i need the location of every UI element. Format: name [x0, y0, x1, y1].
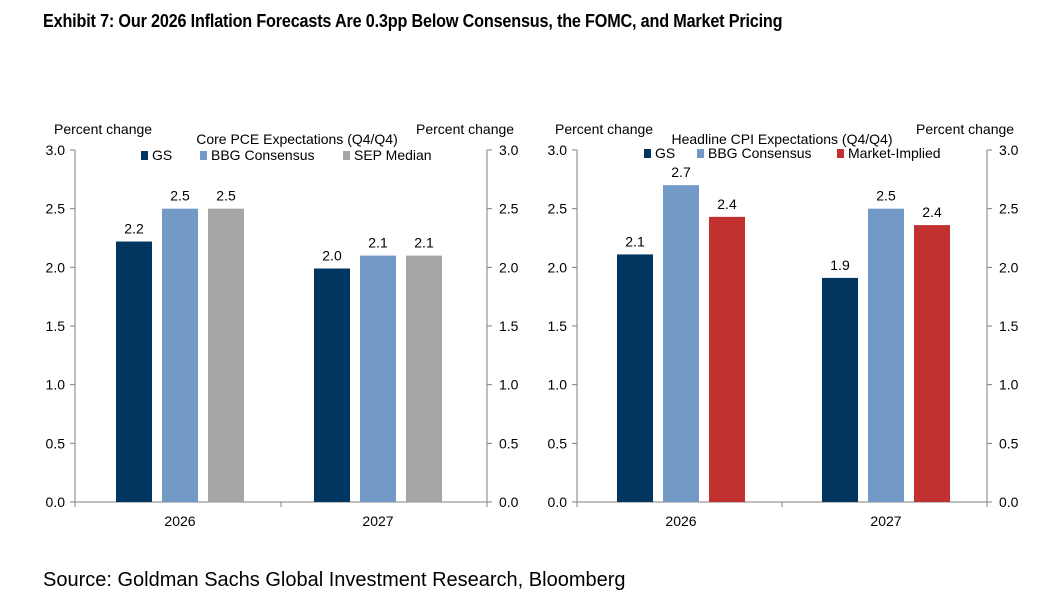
y-tick-label-right: 0.0	[999, 494, 1019, 510]
chart-title: Headline CPI Expectations (Q4/Q4)	[672, 131, 893, 147]
y-tick-label-left: 0.5	[46, 435, 66, 451]
bar-gs-2026	[116, 241, 152, 502]
legend-swatch	[697, 149, 704, 158]
data-label: 2.5	[876, 188, 896, 204]
data-label: 2.5	[216, 188, 236, 204]
bar-bbg-consensus-2026	[663, 185, 699, 502]
y-tick-label-left: 0.0	[46, 494, 66, 510]
y-tick-label-right: 3.0	[999, 142, 1019, 158]
y-tick-label-left: 2.0	[46, 259, 66, 275]
legend-swatch	[644, 149, 651, 158]
y-tick-label-left: 3.0	[548, 142, 568, 158]
y-tick-label-right: 0.5	[499, 435, 519, 451]
y-tick-label-right: 2.5	[499, 201, 519, 217]
data-label: 2.1	[414, 235, 434, 251]
legend-swatch	[343, 151, 350, 160]
y-tick-label-left: 1.0	[548, 377, 568, 393]
y-tick-label-left: 0.0	[548, 494, 568, 510]
chart-2: 0.0 0.0 0.5 0.5 1.0 1.0 1.5 1.5 2.0 2.0 2.5 2.5 3.0 3…	[548, 121, 1019, 529]
y-tick-label-left: 1.5	[46, 318, 66, 334]
y-axis-label-left: Percent change	[555, 121, 653, 137]
x-tick-label: 2027	[362, 513, 393, 529]
data-label: 2.4	[717, 196, 737, 212]
y-tick-label-right: 1.5	[999, 318, 1019, 334]
y-tick-label-left: 2.0	[548, 259, 568, 275]
data-label: 2.1	[368, 235, 388, 251]
data-label: 1.9	[830, 257, 850, 273]
y-tick-label-right: 2.5	[999, 201, 1019, 217]
exhibit-title: Exhibit 7: Our 2026 Inflation Forecasts …	[43, 11, 783, 31]
y-tick-label-left: 2.5	[46, 201, 66, 217]
y-tick-label-right: 0.0	[499, 494, 519, 510]
y-tick-label-left: 1.0	[46, 377, 66, 393]
legend-label: GS	[655, 145, 675, 161]
x-tick-label: 2026	[164, 513, 195, 529]
y-tick-label-right: 1.5	[499, 318, 519, 334]
y-tick-label-right: 2.0	[999, 259, 1019, 275]
legend-swatch	[837, 149, 844, 158]
data-label: 2.5	[170, 188, 190, 204]
bar-sep-median-2026	[208, 208, 244, 502]
legend-label: GS	[152, 147, 172, 163]
data-label: 2.1	[625, 233, 645, 249]
legend-swatch	[141, 151, 148, 160]
data-label: 2.2	[124, 221, 144, 237]
y-tick-label-left: 0.5	[548, 435, 568, 451]
legend-label: BBG Consensus	[708, 145, 812, 161]
bar-bbg-consensus-2027	[868, 208, 904, 502]
bar-gs-2027	[314, 268, 350, 502]
y-tick-label-right: 2.0	[499, 259, 519, 275]
y-tick-label-right: 1.0	[499, 377, 519, 393]
y-axis-label-left: Percent change	[54, 121, 152, 137]
y-tick-label-right: 3.0	[499, 142, 519, 158]
data-label: 2.7	[671, 164, 691, 180]
y-tick-label-left: 3.0	[46, 142, 66, 158]
data-label: 2.4	[922, 204, 942, 220]
bar-sep-median-2027	[406, 255, 442, 502]
bar-bbg-consensus-2027	[360, 255, 396, 502]
y-tick-label-right: 0.5	[999, 435, 1019, 451]
y-axis-label-right: Percent change	[916, 121, 1014, 137]
bar-gs-2026	[617, 254, 653, 502]
bar-market-implied-2026	[709, 216, 745, 502]
x-tick-label: 2026	[665, 513, 696, 529]
legend-label: SEP Median	[354, 147, 432, 163]
y-axis-label-right: Percent change	[416, 121, 514, 137]
data-label: 2.0	[322, 248, 342, 264]
x-tick-label: 2027	[870, 513, 901, 529]
bar-gs-2027	[822, 277, 858, 502]
y-tick-label-left: 2.5	[548, 201, 568, 217]
legend-label: BBG Consensus	[211, 147, 315, 163]
source-note: Source: Goldman Sachs Global Investment …	[43, 569, 626, 591]
bar-bbg-consensus-2026	[162, 208, 198, 502]
chart-title: Core PCE Expectations (Q4/Q4)	[196, 131, 398, 147]
bar-market-implied-2027	[914, 225, 950, 503]
chart-1: 0.0 0.0 0.5 0.5 1.0 1.0 1.5 1.5 2.0 2.0 2.5 2.5 3.0 3…	[46, 121, 519, 529]
legend-label: Market-Implied	[848, 145, 941, 161]
legend-swatch	[200, 151, 207, 160]
y-tick-label-left: 1.5	[548, 318, 568, 334]
y-tick-label-right: 1.0	[999, 377, 1019, 393]
